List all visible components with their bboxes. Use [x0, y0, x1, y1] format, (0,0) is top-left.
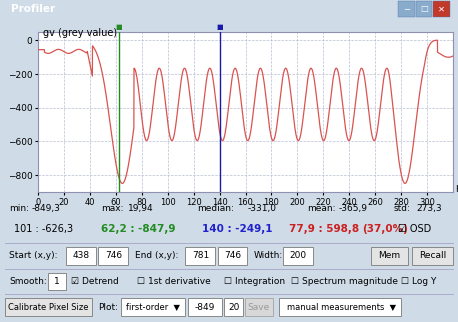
Text: 77,9 : 598,8: 77,9 : 598,8 [289, 224, 359, 234]
Text: Start (x,y):: Start (x,y): [9, 251, 58, 260]
Text: ■: ■ [216, 24, 223, 30]
Text: gv (grey value): gv (grey value) [43, 28, 117, 38]
Text: ■: ■ [115, 24, 122, 30]
Text: Smooth:: Smooth: [9, 277, 47, 286]
Text: min:: min: [9, 204, 29, 213]
Text: ✕: ✕ [438, 5, 445, 14]
Text: 200: 200 [289, 251, 306, 260]
Text: -331,0: -331,0 [247, 204, 276, 213]
Text: 273,3: 273,3 [417, 204, 442, 213]
Text: ☐ 1st derivative: ☐ 1st derivative [137, 277, 211, 286]
FancyBboxPatch shape [224, 298, 243, 316]
Text: 1: 1 [55, 277, 60, 286]
Text: ☐ Integration: ☐ Integration [224, 277, 285, 286]
FancyBboxPatch shape [279, 298, 401, 316]
FancyBboxPatch shape [66, 247, 96, 265]
Text: Calibrate Pixel Size: Calibrate Pixel Size [8, 302, 88, 311]
Text: std:: std: [394, 204, 411, 213]
Text: 20: 20 [228, 302, 239, 311]
Text: -365,9: -365,9 [339, 204, 368, 213]
Text: ☑ OSD: ☑ OSD [398, 224, 432, 234]
Text: ─: ─ [404, 5, 409, 14]
Text: ☐ Spectrum magnitude: ☐ Spectrum magnitude [291, 277, 398, 286]
Text: Width:: Width: [253, 251, 283, 260]
Text: □: □ [420, 5, 428, 14]
Text: 781: 781 [192, 251, 209, 260]
Text: 140 : -249,1: 140 : -249,1 [202, 224, 272, 234]
Text: Profiler: Profiler [11, 4, 55, 14]
FancyBboxPatch shape [371, 247, 408, 265]
Text: manual measurements  ▼: manual measurements ▼ [287, 302, 396, 311]
FancyBboxPatch shape [121, 298, 185, 316]
Text: End (x,y):: End (x,y): [135, 251, 179, 260]
Text: 746: 746 [105, 251, 122, 260]
FancyBboxPatch shape [98, 247, 128, 265]
FancyBboxPatch shape [283, 247, 313, 265]
Text: 438: 438 [73, 251, 90, 260]
Text: (37,0%): (37,0%) [362, 224, 408, 234]
Text: median:: median: [197, 204, 234, 213]
FancyBboxPatch shape [5, 298, 92, 316]
Text: Save: Save [248, 302, 270, 311]
Text: ☑ Detrend: ☑ Detrend [71, 277, 119, 286]
Text: pixel: pixel [455, 184, 458, 193]
FancyBboxPatch shape [48, 273, 66, 290]
FancyBboxPatch shape [412, 247, 453, 265]
FancyBboxPatch shape [218, 247, 247, 265]
FancyBboxPatch shape [188, 298, 222, 316]
Text: mean:: mean: [307, 204, 335, 213]
FancyBboxPatch shape [185, 247, 215, 265]
Text: ☐ Log Y: ☐ Log Y [401, 277, 436, 286]
FancyBboxPatch shape [416, 1, 432, 16]
Text: max:: max: [101, 204, 123, 213]
FancyBboxPatch shape [433, 1, 450, 16]
Text: 746: 746 [224, 251, 241, 260]
FancyBboxPatch shape [245, 298, 273, 316]
Text: 62,2 : -847,9: 62,2 : -847,9 [101, 224, 175, 234]
Text: Recall: Recall [419, 251, 447, 260]
FancyBboxPatch shape [398, 1, 415, 16]
Text: first-order  ▼: first-order ▼ [126, 302, 180, 311]
Text: -849,3: -849,3 [32, 204, 61, 213]
Text: -849: -849 [195, 302, 215, 311]
Text: 101 : -626,3: 101 : -626,3 [14, 224, 73, 234]
Text: Plot:: Plot: [98, 302, 119, 311]
Text: Mem: Mem [378, 251, 400, 260]
Text: 19,94: 19,94 [128, 204, 154, 213]
